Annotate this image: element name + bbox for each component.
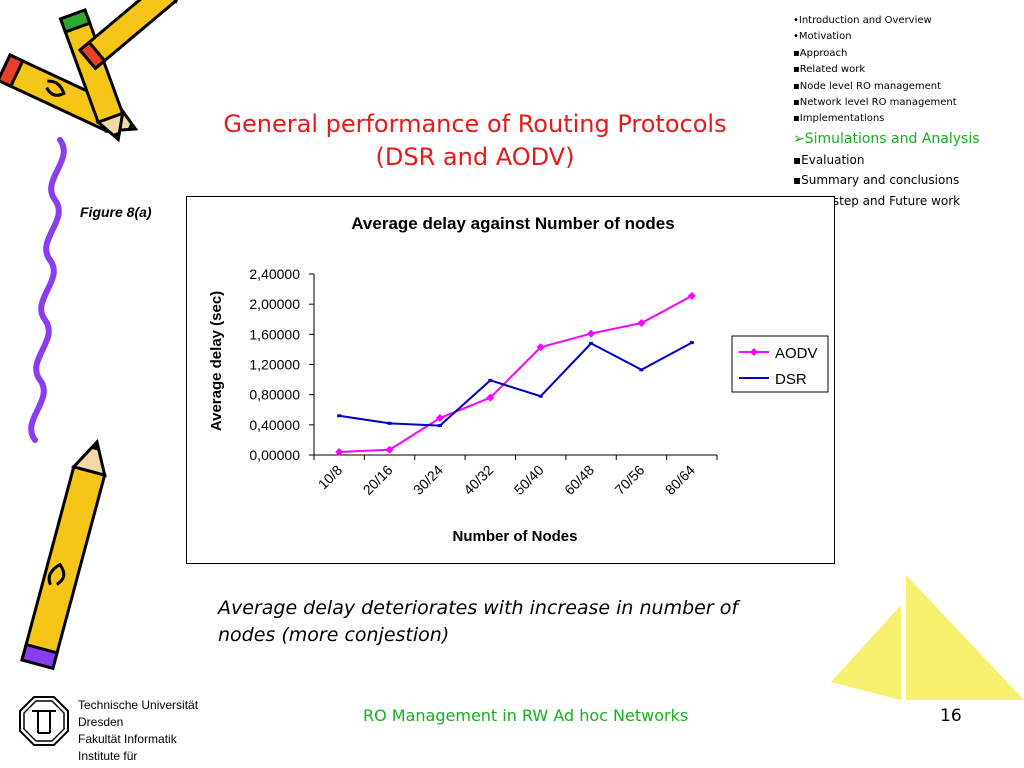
x-tick-label: 80/64 bbox=[662, 462, 698, 498]
institution-line: Fakultät Informatik bbox=[78, 732, 177, 746]
institution-line: Institute für bbox=[78, 749, 138, 763]
pencil-bottom bbox=[20, 438, 107, 671]
agenda-item: ▪Evaluation bbox=[793, 152, 865, 167]
slide-title: General performance of Routing Protocols… bbox=[185, 108, 765, 174]
caption: Average delay deteriorates with increase… bbox=[218, 595, 818, 649]
data-point-dsr bbox=[689, 341, 694, 345]
pencil-short bbox=[77, 0, 187, 71]
data-point-aodv bbox=[335, 447, 344, 456]
figure-label: Figure 8(a) bbox=[80, 204, 152, 220]
x-tick-label: 60/48 bbox=[561, 462, 597, 498]
data-point-aodv bbox=[536, 343, 545, 352]
y-axis-label: Average delay (sec) bbox=[208, 291, 225, 431]
y-tick-label: 2,00000 bbox=[249, 296, 300, 312]
data-point-dsr bbox=[387, 421, 392, 425]
data-point-aodv bbox=[637, 319, 646, 328]
squiggle-line bbox=[28, 137, 67, 443]
data-point-aodv bbox=[687, 291, 696, 300]
agenda-item: ▪Related work bbox=[793, 64, 866, 76]
series-line-dsr bbox=[339, 341, 693, 427]
pencils-decoration bbox=[0, 0, 187, 671]
title-line-2: (DSR and AODV) bbox=[375, 143, 575, 171]
x-axis-label: Number of Nodes bbox=[452, 528, 577, 545]
data-point-dsr bbox=[488, 378, 493, 382]
agenda-item: ▪Network level RO management bbox=[793, 97, 957, 109]
agenda-item: ➢Simulations and Analysis bbox=[793, 130, 980, 147]
legend-marker bbox=[750, 348, 758, 356]
data-point-aodv bbox=[486, 393, 495, 402]
legend-box bbox=[731, 335, 829, 393]
y-tick-label: 2,40000 bbox=[249, 266, 300, 282]
data-point-aodv bbox=[385, 445, 394, 454]
data-point-dsr bbox=[437, 424, 442, 428]
chart-title: Average delay against Number of nodes bbox=[351, 214, 674, 233]
x-tick-label: 20/16 bbox=[360, 462, 396, 498]
series-line-aodv bbox=[339, 294, 693, 453]
institution-line: Dresden bbox=[78, 715, 124, 729]
legend-label: DSR bbox=[775, 371, 807, 388]
y-tick-label: 0,00000 bbox=[249, 447, 300, 463]
y-tick-label: 0,40000 bbox=[249, 417, 300, 433]
page-number: 16 bbox=[940, 706, 962, 726]
institution-block: Technische Universität Dresden Fakultät In… bbox=[78, 697, 198, 765]
data-point-aodv bbox=[587, 329, 596, 338]
legend-label: AODV bbox=[775, 345, 818, 362]
agenda-item: ▪Approach bbox=[793, 47, 848, 59]
y-tick-label: 0,80000 bbox=[249, 387, 300, 403]
y-tick-label: 1,20000 bbox=[249, 357, 300, 373]
chart-frame: Average delay against Number of nodes 0,0… bbox=[186, 196, 835, 564]
data-point-dsr bbox=[337, 414, 342, 418]
caption-line-1: Average delay deteriorates with increase… bbox=[218, 597, 739, 619]
sailboat-decoration bbox=[831, 575, 1024, 700]
data-point-aodv bbox=[435, 414, 444, 423]
agenda-item: ▪Node level RO management bbox=[793, 80, 941, 92]
university-logo bbox=[19, 696, 69, 746]
x-tick-label: 50/40 bbox=[511, 462, 547, 498]
agenda-list: •Introduction and Overview •Motivation ▪Ap… bbox=[793, 13, 1023, 211]
data-point-dsr bbox=[589, 341, 594, 345]
title-line-1: General performance of Routing Protocols bbox=[223, 110, 727, 138]
x-tick-label: 70/56 bbox=[611, 462, 647, 498]
y-tick-label: 1,60000 bbox=[249, 326, 300, 342]
agenda-item: ▪Implementations bbox=[793, 113, 885, 125]
data-point-dsr bbox=[639, 368, 644, 372]
footer-title: RO Management in RW Ad hoc Networks bbox=[363, 706, 689, 725]
data-point-dsr bbox=[538, 394, 543, 398]
agenda-item: •Motivation bbox=[793, 31, 852, 43]
x-tick-label: 40/32 bbox=[460, 462, 496, 498]
x-tick-label: 30/24 bbox=[410, 462, 446, 498]
line-chart: Average delay against Number of nodes 0,0… bbox=[208, 214, 829, 545]
agenda-item: •Introduction and Overview bbox=[793, 15, 932, 26]
caption-line-2: nodes (more conjestion) bbox=[218, 624, 450, 646]
institution-line: Technische Universität bbox=[78, 698, 199, 712]
x-tick-label: 10/8 bbox=[315, 462, 346, 493]
agenda-item: ▪Summary and conclusions bbox=[793, 173, 960, 188]
